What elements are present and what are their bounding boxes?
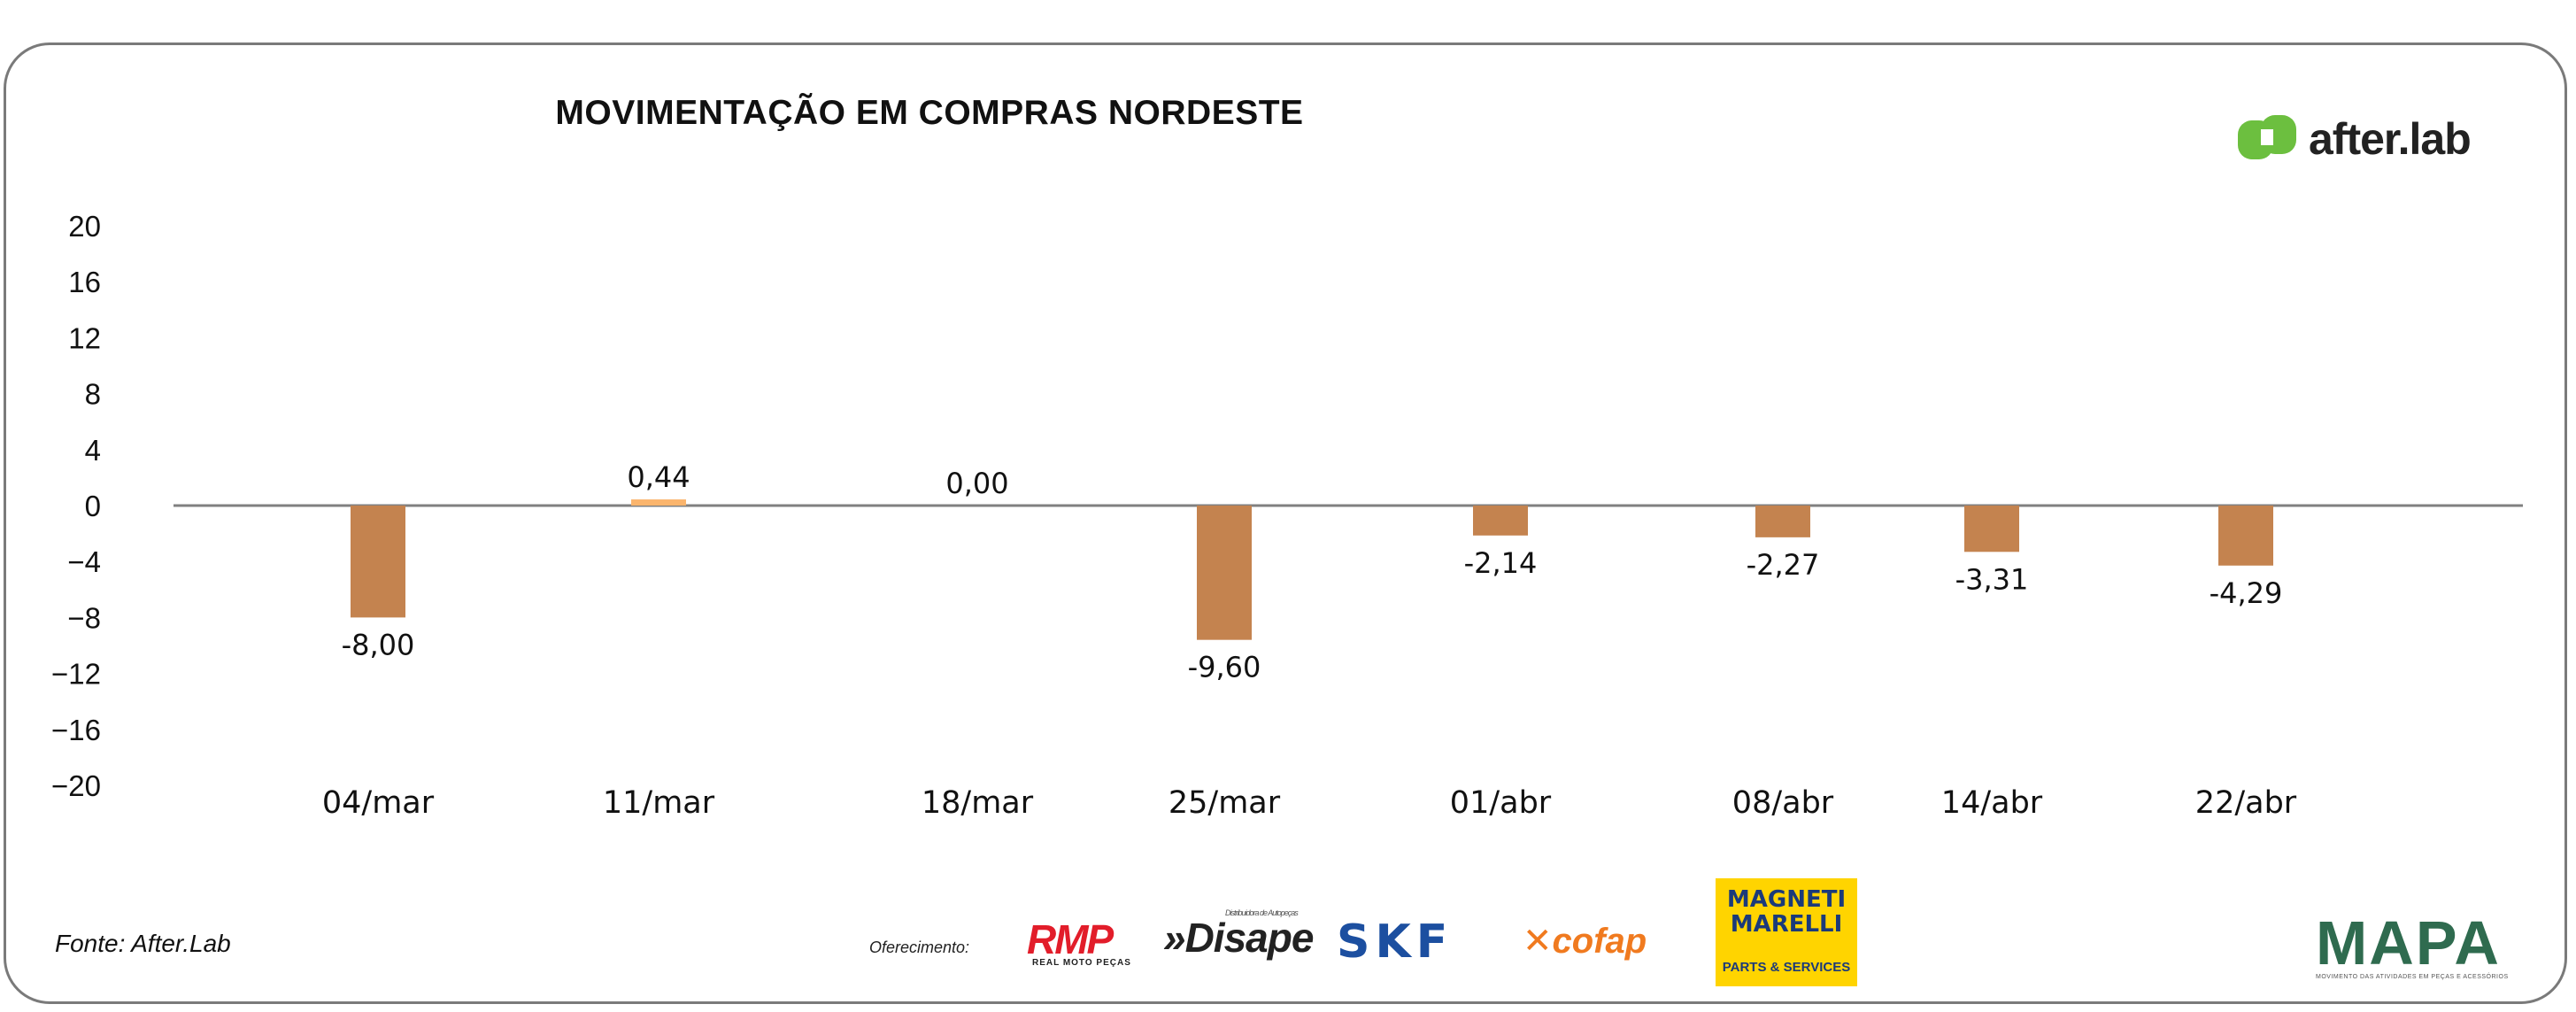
x-tick-label: 01/abr — [1450, 785, 1552, 821]
magneti-marelli-logo-text: MAGNETI MARELLI — [1726, 886, 1847, 938]
data-label: -9,60 — [1188, 651, 1261, 684]
bar — [1964, 506, 2019, 552]
y-tick-label: −20 — [51, 769, 101, 802]
bar — [1755, 506, 1810, 537]
magneti-marelli-logo-subtitle: PARTS & SERVICES — [1722, 960, 1851, 975]
skf-logo: SKF — [1337, 915, 1454, 969]
data-label: -8,00 — [342, 628, 415, 661]
afterlab-logo: after.lab — [2234, 110, 2491, 172]
y-tick-label: −16 — [51, 714, 101, 746]
y-tick-label: 20 — [68, 210, 101, 243]
bar — [631, 499, 686, 506]
x-tick-label: 18/mar — [922, 785, 1034, 821]
y-tick-label: 16 — [68, 266, 101, 298]
bar — [2218, 506, 2273, 566]
cofap-logo-mark: ✕ — [1523, 922, 1553, 961]
data-label: 0,44 — [627, 460, 690, 494]
source-note: Fonte: After.Lab — [55, 930, 231, 957]
y-tick-label: 4 — [85, 434, 101, 467]
x-tick-label: 04/mar — [322, 785, 435, 821]
afterlab-logo-text: after.lab — [2309, 114, 2472, 164]
data-label: 0,00 — [945, 467, 1008, 500]
x-tick-label: 25/mar — [1168, 785, 1281, 821]
mapa-logo: MAPA MOVIMENTO DAS ATIVIDADES EM PEÇAS E… — [2316, 908, 2510, 980]
bar — [351, 506, 405, 618]
disape-logo: »Disape Distribuidora de Autopeças — [1163, 908, 1314, 962]
y-tick-label: 0 — [85, 490, 101, 522]
x-tick-label: 22/abr — [2195, 785, 2297, 821]
bar — [1473, 506, 1528, 536]
mapa-logo-text: MAPA — [2316, 908, 2501, 977]
afterlab-logo-icon — [2238, 115, 2296, 159]
rmp-logo-text: RMP — [1027, 916, 1114, 962]
disape-logo-text: »Disape — [1163, 915, 1314, 961]
x-tick-label: 11/mar — [603, 785, 715, 821]
data-label: -3,31 — [1955, 562, 2029, 596]
y-tick-label: −8 — [67, 601, 101, 634]
disape-logo-subtitle: Distribuidora de Autopeças — [1225, 908, 1299, 917]
cofap-logo-text: cofap — [1552, 922, 1647, 961]
rmp-logo: RMP REAL MOTO PEÇAS — [1027, 915, 1142, 968]
mapa-logo-subtitle: MOVIMENTO DAS ATIVIDADES EM PEÇAS E ACES… — [2316, 974, 2509, 980]
y-tick-label: −4 — [67, 545, 101, 578]
data-label: -2,27 — [1747, 548, 1820, 582]
rmp-logo-subtitle: REAL MOTO PEÇAS — [1032, 958, 1131, 968]
y-tick-label: 8 — [85, 378, 101, 411]
x-tick-label: 08/abr — [1732, 785, 1834, 821]
y-tick-label: −12 — [51, 658, 101, 691]
chart-title: MOVIMENTAÇÃO EM COMPRAS NORDESTE — [555, 94, 1304, 132]
magneti-marelli-logo: MAGNETI MARELLI PARTS & SERVICES — [1716, 878, 1857, 986]
y-tick-label: 12 — [68, 321, 101, 354]
cofap-logo: ✕cofap — [1523, 921, 1647, 962]
sponsor-label: Oferecimento: — [869, 939, 970, 956]
chart-card — [4, 42, 2567, 1004]
x-tick-label: 14/abr — [1941, 785, 2043, 821]
bar — [1197, 506, 1252, 640]
data-label: -4,29 — [2210, 576, 2283, 610]
data-label: -2,14 — [1464, 546, 1538, 580]
